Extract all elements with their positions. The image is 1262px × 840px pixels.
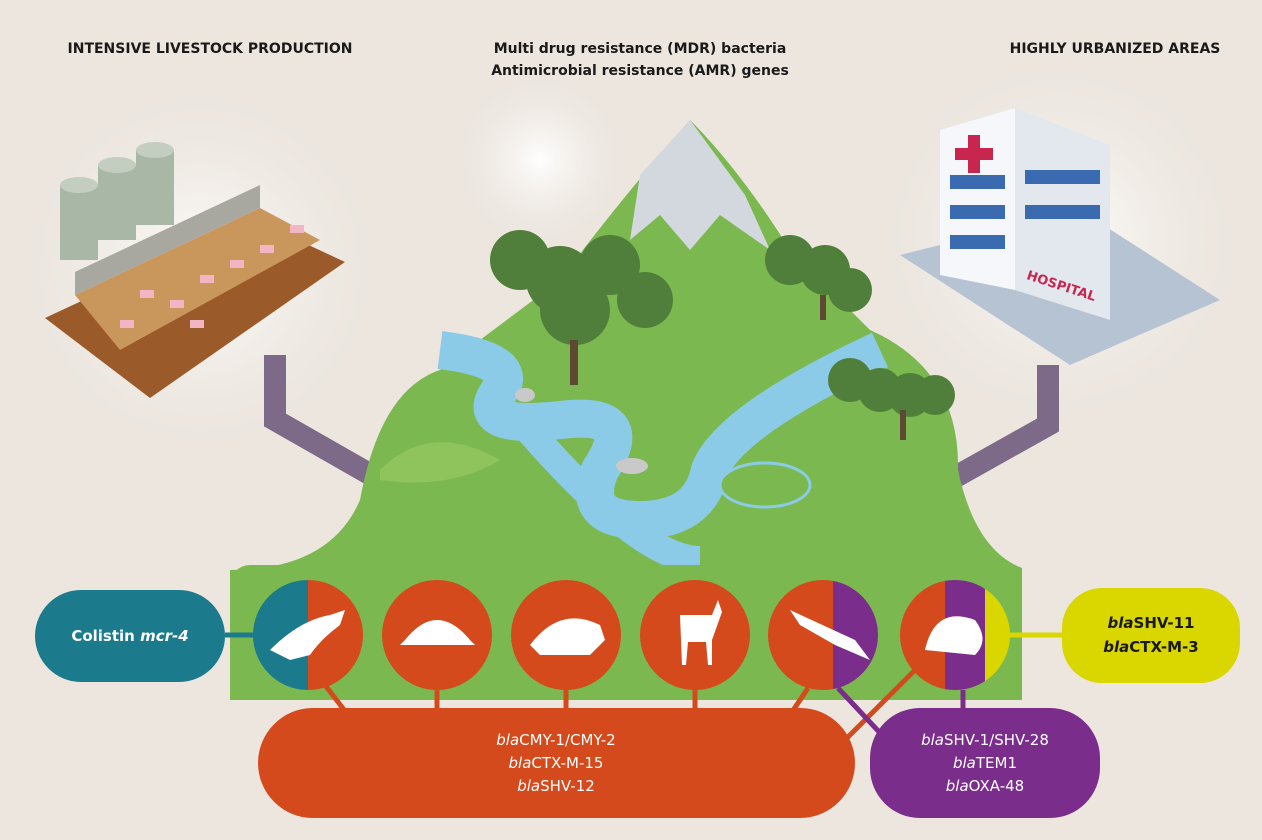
landscape-part-part xyxy=(617,272,673,328)
orange-label-part: blaCTX-M-15 xyxy=(509,754,604,772)
sun-glow xyxy=(450,70,630,250)
gene-prefix: bla xyxy=(517,777,540,795)
landscape-part-part xyxy=(900,410,906,440)
gene-prefix: bla xyxy=(953,754,976,772)
center-title: Antimicrobial resistance (AMR) genes xyxy=(491,63,789,79)
landscape-part-part xyxy=(540,275,610,345)
label-gene: mcr-4 xyxy=(140,627,189,645)
purple-label-part: blaTEM1 xyxy=(953,754,1017,772)
label-text: Colistin xyxy=(71,627,135,645)
gene-prefix: bla xyxy=(496,731,519,749)
gene-name: OXA-48 xyxy=(969,777,1025,795)
hospital-part-part xyxy=(1025,205,1100,219)
yellow-label: blaSHV-11 blaCTX-M-3 xyxy=(1062,588,1240,683)
hospital-part-part xyxy=(950,205,1005,219)
gene-name: TEM1 xyxy=(975,754,1017,772)
livestock-farm-part-part xyxy=(230,260,244,268)
left-title: INTENSIVE LIVESTOCK PRODUCTION xyxy=(68,41,353,57)
landscape-part-part xyxy=(570,340,578,385)
yellow-label-part xyxy=(1062,588,1240,683)
colistin-label: Colistin mcr-4 xyxy=(35,590,225,682)
orange-label-part: blaSHV-12 xyxy=(517,777,595,795)
gene-name: SHV-11 xyxy=(1134,614,1195,632)
livestock-farm-part-part xyxy=(290,225,304,233)
gene-prefix: bla xyxy=(509,754,532,772)
orange-label: blaCMY-1/CMY-2 blaCTX-M-15 blaSHV-12 xyxy=(258,708,855,818)
hospital-part-part xyxy=(950,175,1005,189)
gene-prefix: bla xyxy=(1103,638,1129,656)
landscape-part-part xyxy=(915,375,955,415)
livestock-farm-part-part xyxy=(60,185,98,260)
purple-label-part: blaOXA-48 xyxy=(946,777,1024,795)
gene-name: CTX-M-15 xyxy=(531,754,603,772)
livestock-farm-part-part xyxy=(190,320,204,328)
landscape-part xyxy=(720,463,810,507)
livestock-farm-part-part xyxy=(136,150,174,225)
yellow-label-part: blaSHV-11 xyxy=(1108,614,1195,632)
livestock-farm-part-part xyxy=(60,177,98,193)
landscape-part xyxy=(616,458,648,474)
gene-name: SHV-12 xyxy=(540,777,595,795)
gene-prefix: bla xyxy=(921,731,944,749)
livestock-farm-part-part xyxy=(136,142,174,158)
hospital-part-part xyxy=(955,148,993,160)
landscape-part-part xyxy=(828,268,872,312)
hospital-part-part xyxy=(950,235,1005,249)
gene-prefix: bla xyxy=(1108,614,1134,632)
livestock-farm-part-part xyxy=(170,300,184,308)
livestock-farm-part-part xyxy=(98,157,136,173)
center-title: Multi drug resistance (MDR) bacteria xyxy=(494,41,787,57)
livestock-farm-part-part xyxy=(98,165,136,240)
gene-name: SHV-1/SHV-28 xyxy=(944,731,1049,749)
yellow-label-part: blaCTX-M-3 xyxy=(1103,638,1198,656)
livestock-farm-part-part xyxy=(140,290,154,298)
purple-label: blaSHV-1/SHV-28 blaTEM1 blaOXA-48 xyxy=(870,708,1100,818)
infographic: INTENSIVE LIVESTOCK PRODUCTION Multi dru… xyxy=(0,0,1262,840)
orange-label-part: blaCMY-1/CMY-2 xyxy=(496,731,615,749)
landscape-part xyxy=(515,388,535,402)
livestock-farm-part-part xyxy=(260,245,274,253)
gene-name: CMY-1/CMY-2 xyxy=(519,731,616,749)
colistin-label-part: Colistin mcr-4 xyxy=(71,627,188,645)
livestock-farm-part-part xyxy=(200,275,214,283)
gene-prefix: bla xyxy=(946,777,969,795)
livestock-farm-part-part xyxy=(120,320,134,328)
gene-name: CTX-M-3 xyxy=(1129,638,1198,656)
landscape-part-part xyxy=(820,295,826,320)
hospital-part-part xyxy=(1025,170,1100,184)
right-title: HIGHLY URBANIZED AREAS xyxy=(1010,41,1221,57)
purple-label-part: blaSHV-1/SHV-28 xyxy=(921,731,1049,749)
